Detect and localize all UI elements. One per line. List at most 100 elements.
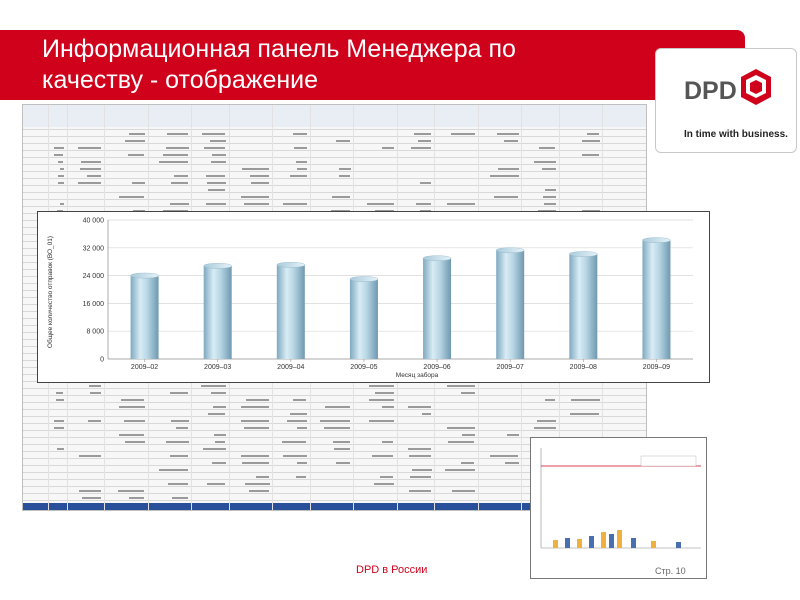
table-cell-value: [462, 434, 475, 436]
table-cell-value: [125, 140, 145, 142]
table-header-band: [23, 105, 646, 127]
table-cell-value: [414, 133, 431, 135]
table-row-line: [23, 164, 646, 165]
table-row-line: [23, 500, 646, 501]
table-cell-value: [447, 203, 475, 205]
table-cell-value: [367, 203, 394, 205]
table-cell-value: [297, 462, 307, 464]
bar: [130, 275, 159, 359]
table-row-line: [23, 199, 646, 200]
table-cell-value: [204, 147, 225, 149]
table-cell-value: [208, 413, 225, 415]
table-cell-value: [213, 406, 226, 408]
table-row-line: [23, 479, 646, 480]
dpd-cube-icon: [741, 69, 771, 105]
table-cell-value: [542, 168, 556, 170]
table-cell-value: [296, 476, 306, 478]
bar: [203, 265, 232, 359]
table-cell-value: [374, 483, 394, 485]
table-cell-value: [448, 441, 474, 443]
table-row-line: [23, 416, 646, 417]
table-cell-value: [241, 196, 269, 198]
inset-chart-image: [530, 437, 707, 579]
table-cell-value: [324, 427, 350, 429]
table-row-line: [23, 472, 646, 473]
bar: [276, 264, 305, 359]
table-cell-value: [58, 161, 63, 163]
table-row-line: [23, 143, 646, 144]
y-tick-label: 0: [100, 357, 104, 364]
table-cell-value: [545, 189, 556, 191]
bar-top: [130, 272, 159, 279]
x-tick-label: 2009–06: [423, 364, 450, 371]
table-cell-value: [544, 203, 556, 205]
table-row-line: [23, 430, 646, 431]
table-cell-value: [410, 476, 431, 478]
table-cell-value: [452, 490, 475, 492]
table-cell-value: [375, 392, 394, 394]
table-cell-value: [78, 182, 101, 184]
table-cell-value: [58, 182, 64, 184]
table-cell-value: [336, 462, 350, 464]
table-cell-value: [78, 147, 101, 149]
table-cell-value: [242, 462, 269, 464]
table-cell-value: [251, 182, 269, 184]
table-cell-value: [412, 469, 432, 471]
dpd-logo: DPD In time with business.: [655, 48, 797, 153]
table-cell-value: [87, 175, 101, 177]
table-row-line: [23, 129, 646, 130]
table-cell-value: [447, 427, 475, 429]
table-cell-value: [409, 455, 431, 457]
table-cell-value: [445, 469, 475, 471]
table-cell-value: [241, 455, 269, 457]
table-row-line: [23, 388, 646, 389]
table-cell-value: [56, 392, 63, 394]
table-cell-value: [409, 490, 431, 492]
table-cell-value: [411, 147, 431, 149]
logo-brand: DPD: [684, 77, 737, 105]
table-cell-value: [325, 406, 350, 408]
table-cell-value: [461, 462, 474, 464]
table-cell-value: [214, 434, 226, 436]
table-cell-value: [282, 441, 306, 443]
table-cell-value: [202, 133, 225, 135]
table-cell-value: [543, 196, 556, 198]
table-cell-value: [82, 497, 101, 499]
table-cell-value: [498, 168, 519, 170]
table-cell-value: [571, 399, 600, 401]
bar-top: [203, 263, 232, 269]
table-cell-value: [539, 147, 555, 149]
table-cell-value: [250, 175, 269, 177]
table-cell-value: [211, 161, 226, 163]
bar: [423, 258, 452, 359]
table-cell-value: [296, 161, 307, 163]
table-row-line: [23, 185, 646, 186]
table-cell-value: [80, 168, 101, 170]
y-tick-label: 24 000: [83, 273, 105, 280]
table-cell-value: [422, 413, 431, 415]
table-cell-value: [166, 147, 189, 149]
table-cell-value: [212, 154, 226, 156]
table-cell-value: [125, 441, 145, 443]
y-tick-label: 8 000: [86, 329, 104, 336]
table-cell-value: [336, 140, 350, 142]
x-tick-label: 2009–03: [204, 364, 231, 371]
table-cell-value: [334, 448, 350, 450]
table-cell-value: [505, 462, 519, 464]
table-row-line: [23, 465, 646, 466]
table-cell-value: [244, 427, 269, 429]
table-cell-value: [54, 154, 63, 156]
title-banner: [0, 30, 745, 100]
table-cell-value: [90, 392, 101, 394]
table-cell-value: [537, 420, 556, 422]
table-cell-value: [283, 455, 307, 457]
table-cell-value: [507, 434, 519, 436]
y-tick-label: 32 000: [83, 245, 105, 252]
table-cell-value: [241, 420, 269, 422]
bar-top: [422, 255, 452, 262]
bar-top: [349, 276, 379, 282]
table-row-line: [23, 206, 646, 207]
table-footer-band: [23, 503, 646, 510]
bar: [496, 250, 525, 359]
table-cell-value: [212, 462, 226, 464]
